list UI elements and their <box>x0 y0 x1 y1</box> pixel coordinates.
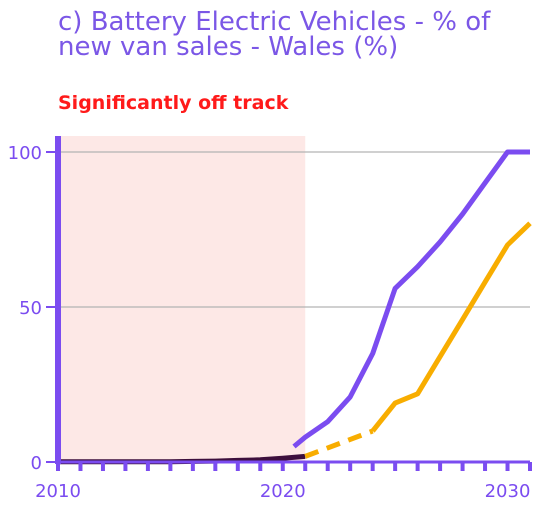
x-tick-label-2030: 2030 <box>485 481 531 502</box>
x-tick-label-2010: 2010 <box>35 481 81 502</box>
series-projection-line <box>370 221 532 433</box>
series-projection-dashed-line <box>304 428 374 459</box>
series-pathway-line <box>292 149 530 449</box>
status-label: Significantly off track <box>58 92 289 114</box>
y-tick-label-0: 0 <box>31 453 42 474</box>
x-tick-label-2020: 2020 <box>260 481 306 502</box>
y-tick-label-50: 50 <box>19 298 42 319</box>
y-tick-label-100: 100 <box>8 143 42 164</box>
chart-title: c) Battery Electric Vehicles - % of new … <box>58 7 491 62</box>
historical-shading <box>58 136 306 462</box>
